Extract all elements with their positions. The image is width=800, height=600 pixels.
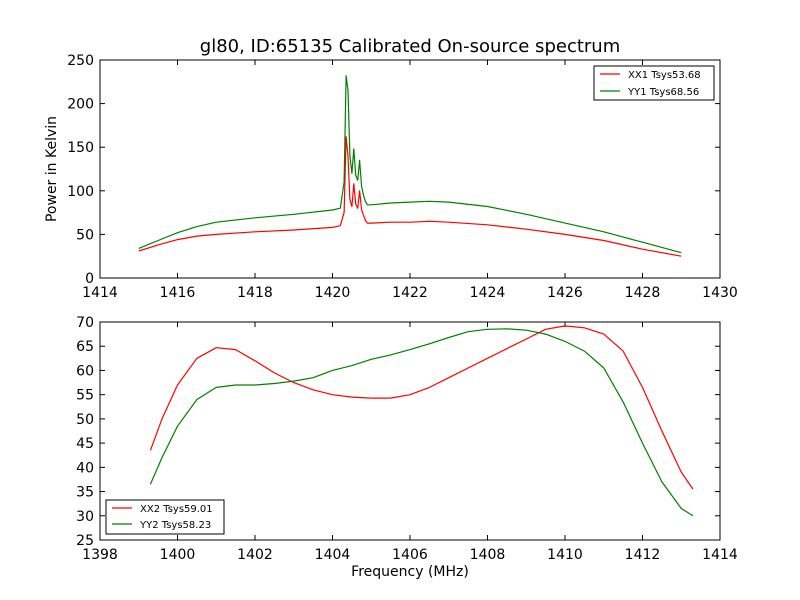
top-x-tick-label: 1426: [547, 285, 583, 301]
top-series-line-yy: [138, 75, 682, 254]
top-y-tick-label: 0: [85, 271, 94, 287]
bottom-x-tick-label: 1398: [82, 547, 118, 563]
top-x-tick-label: 1424: [470, 285, 506, 301]
top-y-tick-label: 100: [67, 184, 94, 200]
top-x-tick-label: 1420: [315, 285, 351, 301]
top-x-tick-label: 1418: [237, 285, 273, 301]
bottom-y-tick-label: 35: [76, 485, 94, 501]
bottom-x-tick-label: 1406: [392, 547, 428, 563]
bottom-subplot: Frequency (MHz) 1398 1400 1402 1404 1406 1408…: [76, 315, 738, 580]
top-y-tick-label: 150: [67, 140, 94, 156]
bottom-series-line-yy: [149, 328, 694, 517]
bottom-x-tick-label: 1408: [470, 547, 506, 563]
bottom-series-line-xx: [149, 325, 694, 490]
top-legend-label-xx1: XX1 Tsys53.68: [628, 70, 701, 81]
top-axis-ticks: 1414 1416 1418 1420 1422 1424 1426 1428 1430 0 50 1…: [67, 53, 738, 301]
bottom-x-tick-label: 1404: [315, 547, 351, 563]
bottom-y-tick-label: 65: [76, 339, 94, 355]
bottom-y-tick-label: 50: [76, 412, 94, 428]
bottom-y-tick-label: 40: [76, 460, 94, 476]
chart-title: gl80, ID:65135 Calibrated On-source spec…: [200, 36, 620, 57]
top-x-tick-label: 1428: [625, 285, 661, 301]
top-legend: XX1 Tsys53.68 YY1 Tsys68.56: [593, 65, 715, 101]
x-axis-label: Frequency (MHz): [351, 564, 469, 580]
top-y-tick-label: 200: [67, 97, 94, 113]
bottom-x-tick-label: 1412: [625, 547, 661, 563]
top-x-tick-label: 1430: [702, 285, 738, 301]
bottom-series-lines: [149, 325, 694, 517]
bottom-x-tick-label: 1414: [702, 547, 738, 563]
top-y-tick-label: 50: [76, 227, 94, 243]
bottom-legend-frame: [105, 499, 225, 535]
bottom-y-tick-label: 25: [76, 533, 94, 549]
bottom-y-tick-label: 70: [76, 315, 94, 331]
top-x-tick-label: 1422: [392, 285, 428, 301]
top-legend-label-yy1: YY1 Tsys68.56: [627, 87, 699, 98]
bottom-y-tick-label: 45: [76, 436, 94, 452]
top-legend-frame: [593, 65, 715, 101]
bottom-x-tick-label: 1402: [237, 547, 273, 563]
bottom-x-tick-label: 1410: [547, 547, 583, 563]
bottom-legend: XX2 Tsys59.01 YY2 Tsys58.23: [105, 499, 225, 535]
top-subplot: Power in Kelvin 1414 1416 1418 1420 1422 1424…: [44, 53, 738, 301]
top-series-line-xx: [138, 136, 682, 257]
bottom-legend-label-yy2: YY2 Tsys58.23: [139, 520, 211, 531]
top-y-tick-label: 250: [67, 53, 94, 69]
bottom-x-tick-label: 1400: [160, 547, 196, 563]
bottom-legend-label-xx2: XX2 Tsys59.01: [140, 504, 213, 515]
bottom-y-tick-label: 30: [76, 509, 94, 525]
top-x-tick-label: 1414: [82, 285, 118, 301]
bottom-y-tick-label: 55: [76, 388, 94, 404]
top-series-lines: [138, 75, 682, 257]
bottom-axis-ticks: 1398 1400 1402 1404 1406 1408 1410 1412 1414 25 30…: [76, 315, 738, 563]
bottom-y-tick-label: 60: [76, 363, 94, 379]
top-x-tick-label: 1416: [160, 285, 196, 301]
top-y-axis-label: Power in Kelvin: [44, 116, 60, 222]
